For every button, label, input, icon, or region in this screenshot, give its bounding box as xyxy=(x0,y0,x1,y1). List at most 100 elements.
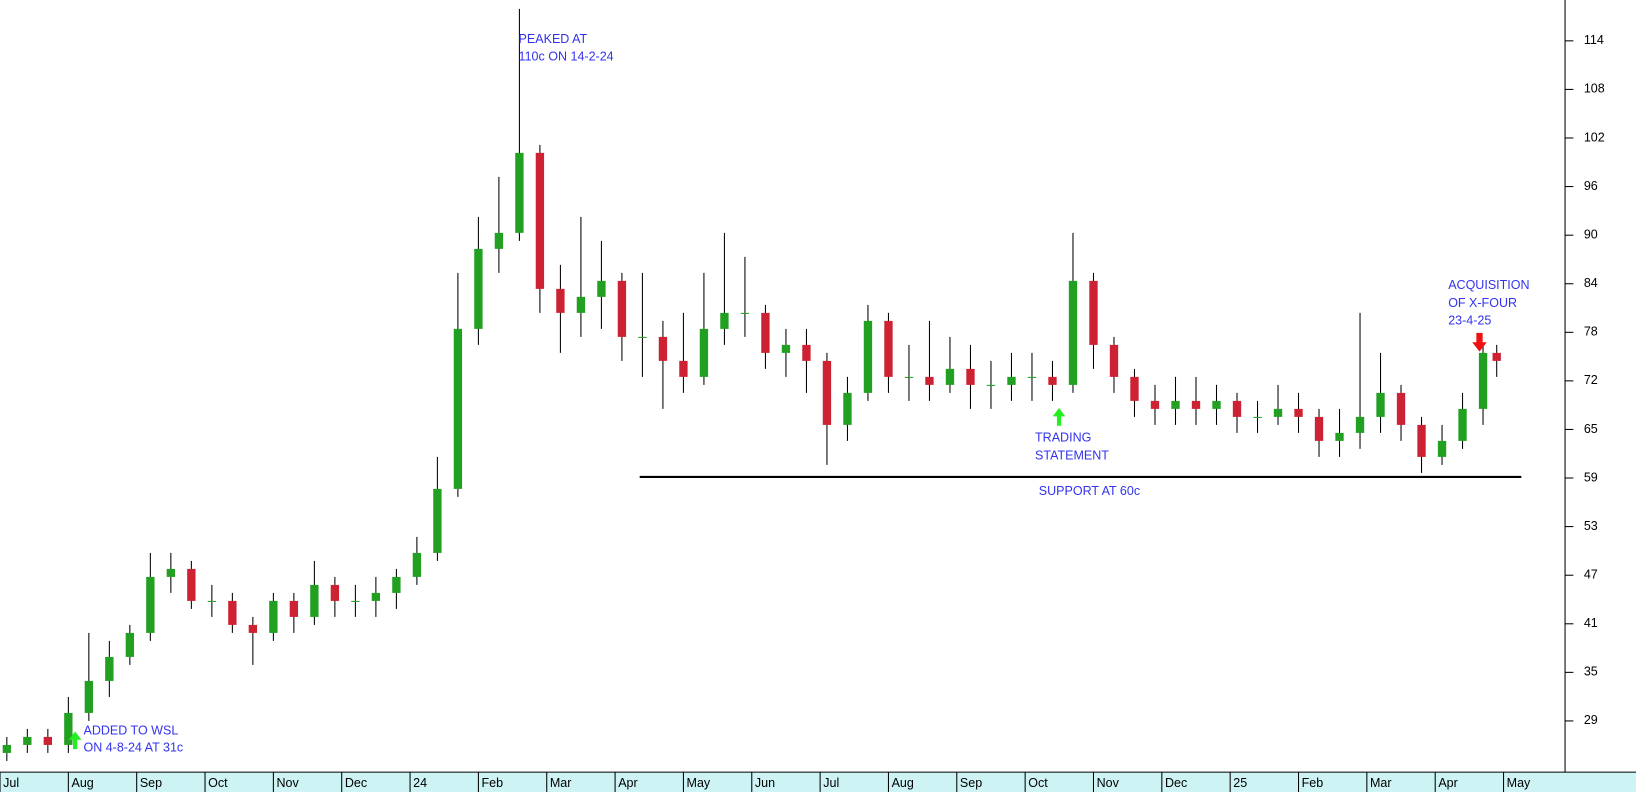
candle-body xyxy=(1417,424,1426,457)
y-tick-label: 72 xyxy=(1584,373,1598,387)
candle-body xyxy=(1130,376,1139,401)
x-tick-label: Oct xyxy=(208,776,228,790)
candle-body xyxy=(453,328,463,489)
candle-body xyxy=(1335,432,1344,441)
candle-body xyxy=(371,592,381,601)
x-tick-label: Sep xyxy=(140,776,162,790)
candle-body xyxy=(679,360,688,377)
candle-body xyxy=(228,600,237,625)
y-tick-label: 53 xyxy=(1584,519,1598,533)
candle-body xyxy=(392,576,401,593)
candle-body xyxy=(207,600,217,602)
x-tick-label: Jul xyxy=(823,776,839,790)
y-tick-label: 90 xyxy=(1584,228,1598,242)
annotation: 23-4-25 xyxy=(1448,314,1491,328)
candle-body xyxy=(2,744,12,753)
candle-body xyxy=(761,312,770,353)
candle-body xyxy=(863,320,873,393)
x-tick-label: 24 xyxy=(413,776,427,790)
x-tick-label: 25 xyxy=(1233,776,1247,790)
x-tick-label: May xyxy=(687,776,711,790)
candle-body xyxy=(1171,400,1180,409)
x-tick-label: Jul xyxy=(3,776,19,790)
candle-body xyxy=(187,568,196,601)
x-tick-label: Mar xyxy=(550,776,572,790)
candle-body xyxy=(1068,280,1078,385)
candle-body xyxy=(576,296,586,313)
candle-body xyxy=(1232,400,1242,417)
y-tick-label: 65 xyxy=(1584,422,1598,436)
candle-body xyxy=(1492,352,1501,361)
x-tick-label: Oct xyxy=(1028,776,1048,790)
candle-body xyxy=(843,392,852,425)
annotation: STATEMENT xyxy=(1035,448,1109,462)
candle-body xyxy=(1089,280,1098,345)
candle-body xyxy=(269,600,278,633)
arrow-up xyxy=(68,731,82,750)
y-tick-label: 47 xyxy=(1584,568,1598,582)
candle-body xyxy=(966,368,975,385)
y-tick-label: 29 xyxy=(1584,713,1598,727)
candle-body xyxy=(1294,408,1303,417)
x-tick-label: Jun xyxy=(755,776,775,790)
y-tick-label: 96 xyxy=(1584,179,1598,193)
x-tick-label: Dec xyxy=(345,776,367,790)
x-tick-label: Mar xyxy=(1370,776,1392,790)
candle-body xyxy=(781,344,791,353)
candle-body xyxy=(1253,416,1262,418)
candle-body xyxy=(617,280,627,337)
x-tick-label: Feb xyxy=(1302,776,1324,790)
y-tick-label: 102 xyxy=(1584,130,1605,144)
candle-body xyxy=(351,600,360,602)
x-axis-band xyxy=(0,772,1636,792)
candle-body xyxy=(248,624,258,633)
candle-body xyxy=(1478,352,1488,409)
candle-body xyxy=(1048,376,1057,385)
candle-body xyxy=(884,320,893,377)
y-tick-label: 59 xyxy=(1584,470,1598,484)
x-tick-label: Nov xyxy=(277,776,300,790)
annotation: 110c ON 14-2-24 xyxy=(519,50,614,64)
candle-body xyxy=(1191,400,1201,409)
candle-body xyxy=(1355,416,1365,433)
x-tick-label: Aug xyxy=(892,776,914,790)
candle-body xyxy=(1007,376,1016,385)
candle-body xyxy=(658,336,668,361)
candle-body xyxy=(330,584,340,601)
candle-body xyxy=(740,312,750,314)
candle-body xyxy=(638,336,647,338)
x-tick-label: Apr xyxy=(618,776,637,790)
y-tick-label: 78 xyxy=(1584,325,1598,339)
x-tick-label: Feb xyxy=(482,776,504,790)
candle-body xyxy=(556,288,565,313)
candle-body xyxy=(1396,392,1406,425)
annotation: TRADING xyxy=(1035,431,1091,445)
candle-body xyxy=(535,152,545,289)
candle-body xyxy=(310,584,319,617)
candle-body xyxy=(904,376,914,378)
candle-body xyxy=(43,736,53,745)
annotation: PEAKED AT xyxy=(519,32,588,46)
candle-body xyxy=(494,232,504,249)
annotation: SUPPORT AT 60c xyxy=(1039,484,1140,498)
x-tick-label: Nov xyxy=(1097,776,1120,790)
candle-body xyxy=(23,736,32,745)
candle-body xyxy=(945,368,955,385)
candle-body xyxy=(1376,392,1385,417)
candle-body xyxy=(925,376,934,385)
y-tick-label: 114 xyxy=(1584,33,1604,47)
x-tick-label: Sep xyxy=(960,776,982,790)
candle-body xyxy=(1437,440,1447,457)
candle-body xyxy=(474,248,483,329)
candle-body xyxy=(289,600,299,617)
candle-body xyxy=(1109,344,1119,377)
candle-body xyxy=(1273,408,1283,417)
plot-area xyxy=(2,8,1501,761)
annotation: OF X-FOUR xyxy=(1448,296,1517,310)
candle-body xyxy=(720,312,729,329)
candle-body xyxy=(64,712,73,745)
candle-body xyxy=(597,280,606,297)
candle-body xyxy=(515,152,524,233)
arrow-down xyxy=(1472,332,1487,352)
